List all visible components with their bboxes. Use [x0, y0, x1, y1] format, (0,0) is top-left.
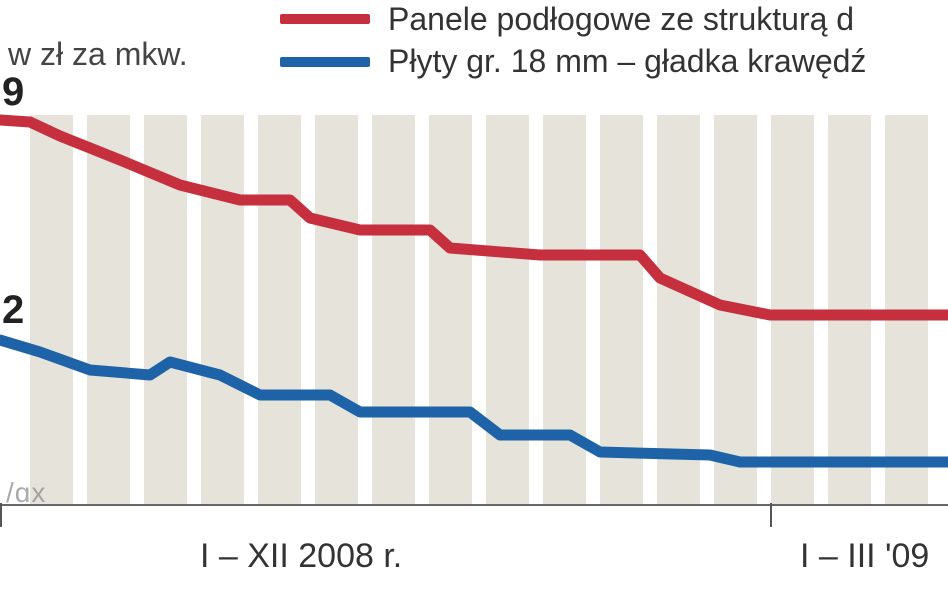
- legend-label-1: Panele podłogowe ze strukturą d: [388, 0, 854, 38]
- x-axis-label-2: I – III '09: [800, 537, 929, 576]
- watermark-text: /ɑx: [0, 477, 46, 509]
- legend-item-1: Panele podłogowe ze strukturą d: [280, 0, 866, 38]
- y-axis-unit-label: w zł za mkw.: [0, 36, 188, 73]
- x-axis-label-1: I – XII 2008 r.: [200, 537, 402, 576]
- legend-item-2: Płyty gr. 18 mm – gładka krawędź: [280, 42, 866, 80]
- legend-swatch-1: [280, 14, 370, 24]
- x-divider-2: [770, 503, 772, 527]
- x-divider-1: [0, 503, 2, 527]
- chart-container: Panele podłogowe ze strukturą d Płyty gr…: [0, 0, 948, 593]
- chart-plot-area: 9 2: [0, 100, 948, 520]
- legend-swatch-2: [280, 57, 370, 67]
- legend-label-2: Płyty gr. 18 mm – gładka krawędź: [388, 42, 866, 80]
- legend: Panele podłogowe ze strukturą d Płyty gr…: [280, 0, 866, 85]
- chart-svg: [0, 100, 948, 520]
